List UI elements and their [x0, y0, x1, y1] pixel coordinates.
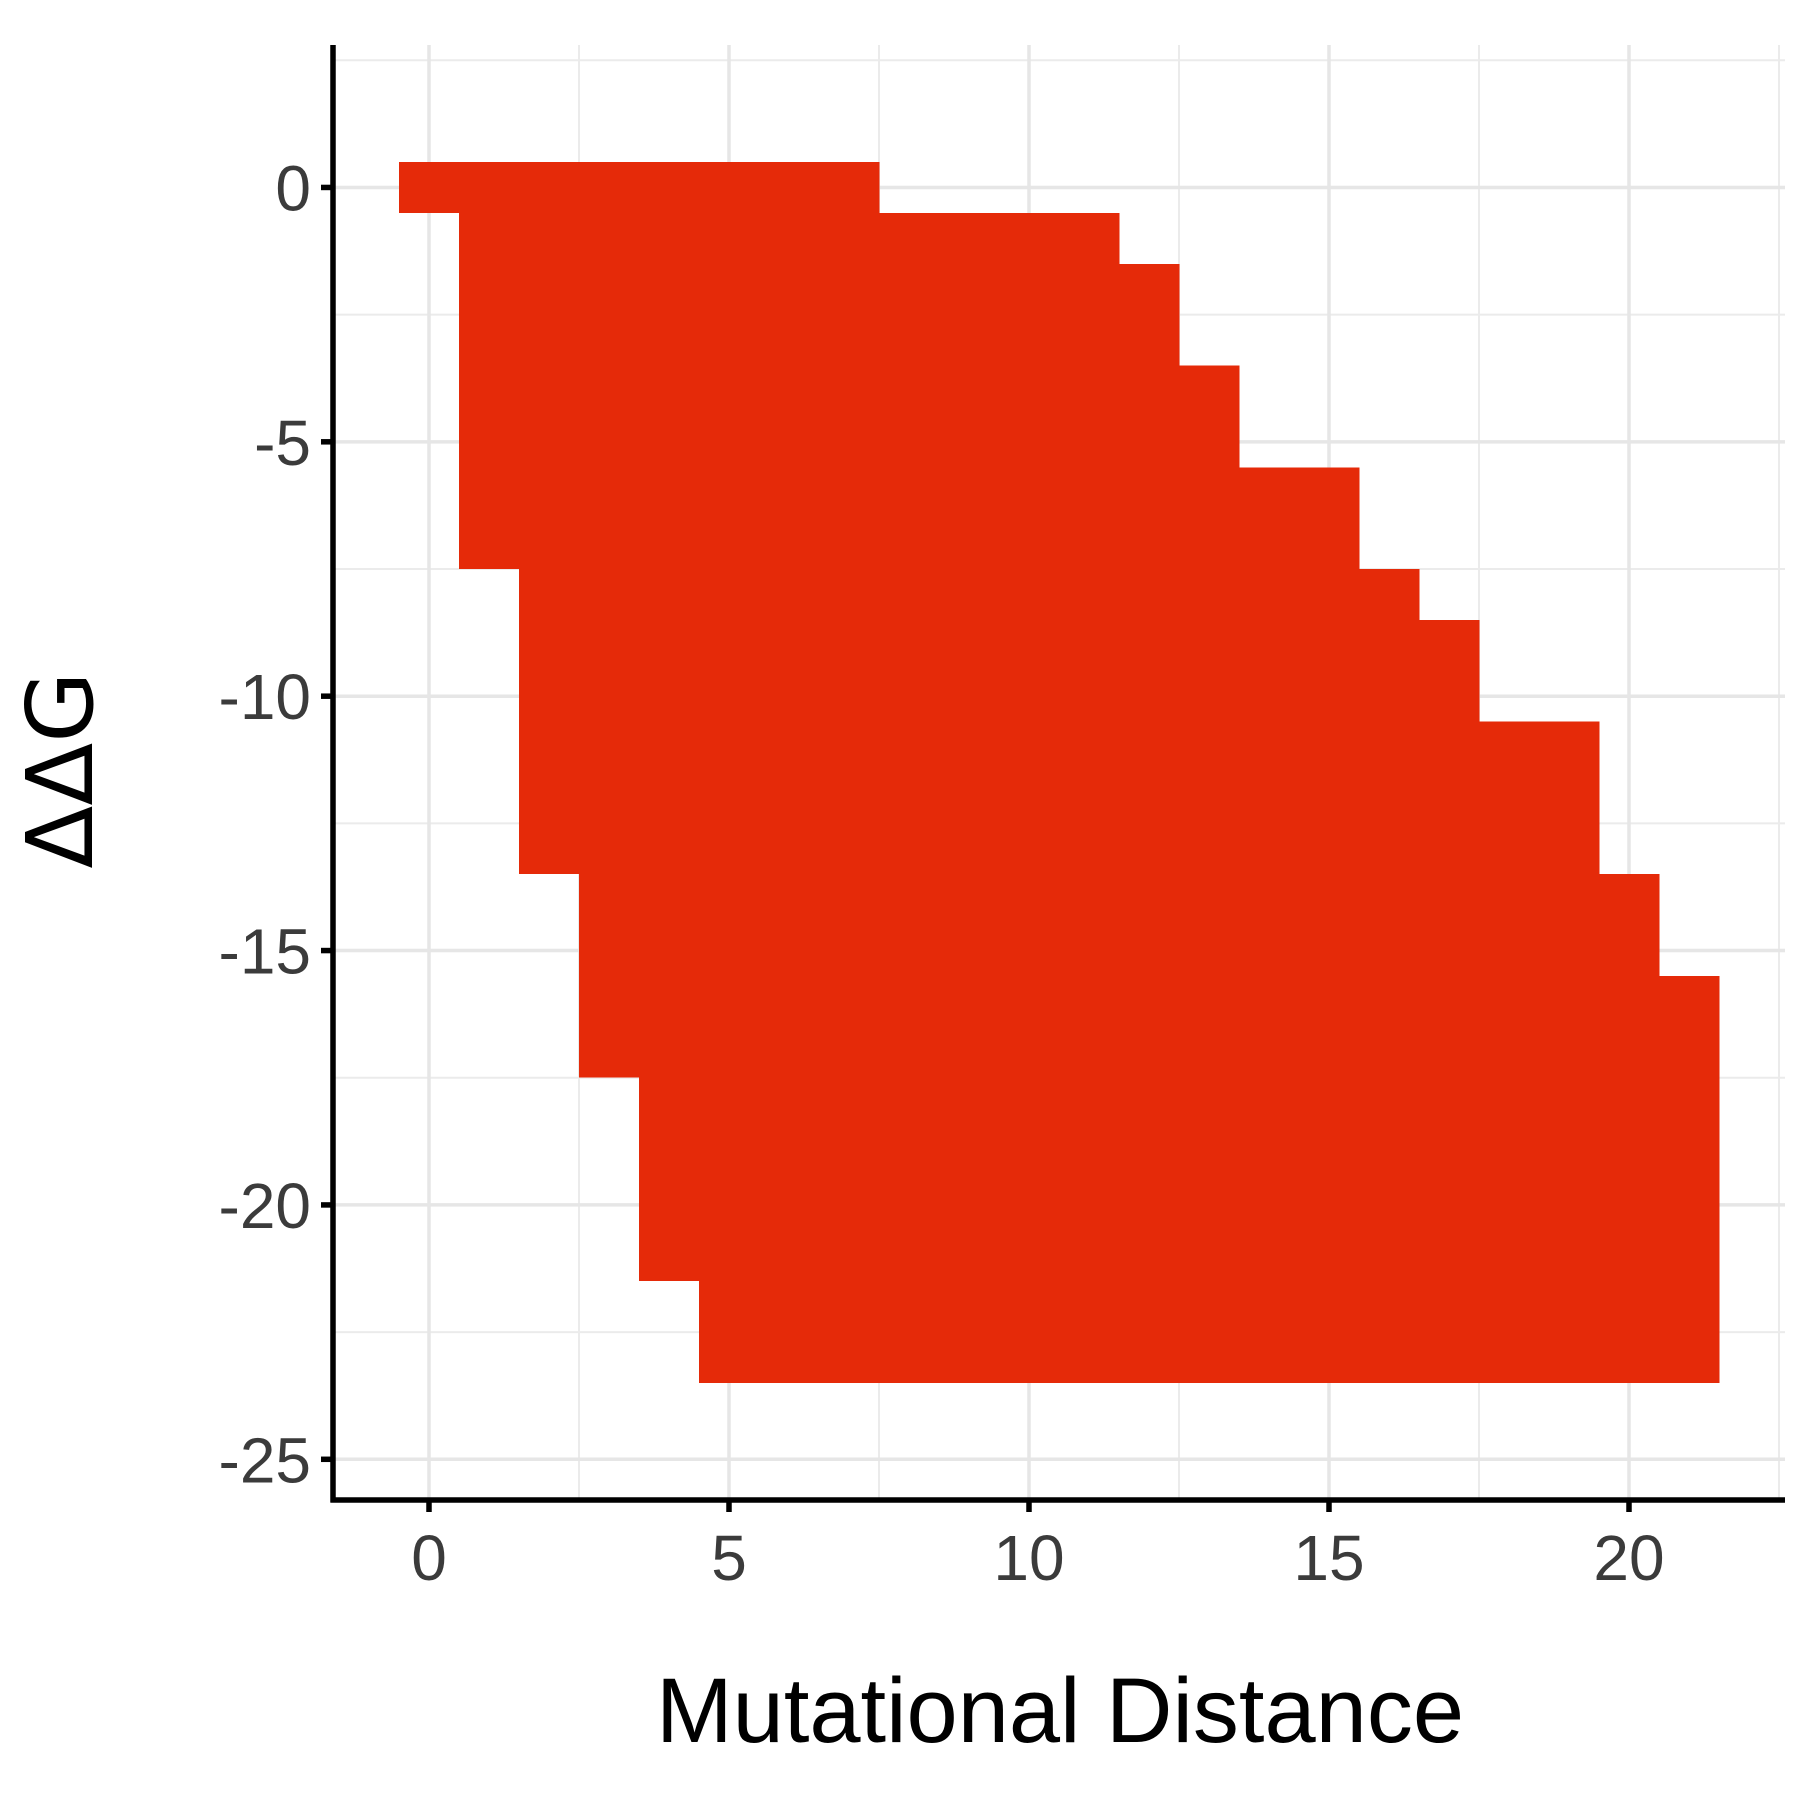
heatmap-column [399, 162, 460, 213]
y-axis: 0 -5 -10 -15 -20 -25 [219, 152, 333, 1496]
heatmap-column [1479, 721, 1540, 1383]
y-tick-label: 0 [275, 152, 311, 224]
heatmap-column [879, 212, 940, 1383]
heatmap-column [1659, 975, 1720, 1383]
heatmap-column [1059, 212, 1120, 1383]
y-axis-title: ΔΔG [7, 671, 114, 868]
heatmap-column [1539, 721, 1600, 1383]
heatmap-column [999, 212, 1060, 1383]
x-axis-title: Mutational Distance [656, 1660, 1464, 1762]
y-tick-label: -20 [219, 1170, 312, 1242]
heatmap-column [699, 162, 760, 1383]
heatmap-column [1359, 569, 1420, 1383]
heatmap-column [1239, 467, 1300, 1383]
heatmap-column [639, 162, 700, 1282]
x-tick-label: 10 [993, 1522, 1064, 1594]
x-tick-label: 15 [1293, 1522, 1364, 1594]
heatmap-column [579, 162, 640, 1078]
axes [330, 45, 1785, 1503]
x-tick-label: 0 [411, 1522, 447, 1594]
heatmap-column [1179, 365, 1240, 1383]
tiles [399, 162, 1720, 1383]
heatmap-column [759, 162, 820, 1383]
heatmap-column [459, 162, 520, 570]
x-tick-label: 5 [711, 1522, 747, 1594]
heatmap-column [1119, 263, 1180, 1383]
y-tick-label: -15 [219, 916, 312, 988]
x-tick-label: 20 [1593, 1522, 1664, 1594]
x-axis: 0 5 10 15 20 [411, 1500, 1665, 1594]
heatmap-column [1299, 467, 1360, 1383]
heatmap-column [1419, 619, 1480, 1383]
heatmap-column [819, 162, 880, 1383]
y-tick-label: -5 [254, 407, 311, 479]
y-tick-label: -25 [219, 1424, 312, 1496]
heatmap-column [1599, 874, 1660, 1383]
y-tick-label: -10 [219, 661, 312, 733]
heatmap-column [519, 162, 580, 875]
heatmap-column [939, 212, 1000, 1383]
